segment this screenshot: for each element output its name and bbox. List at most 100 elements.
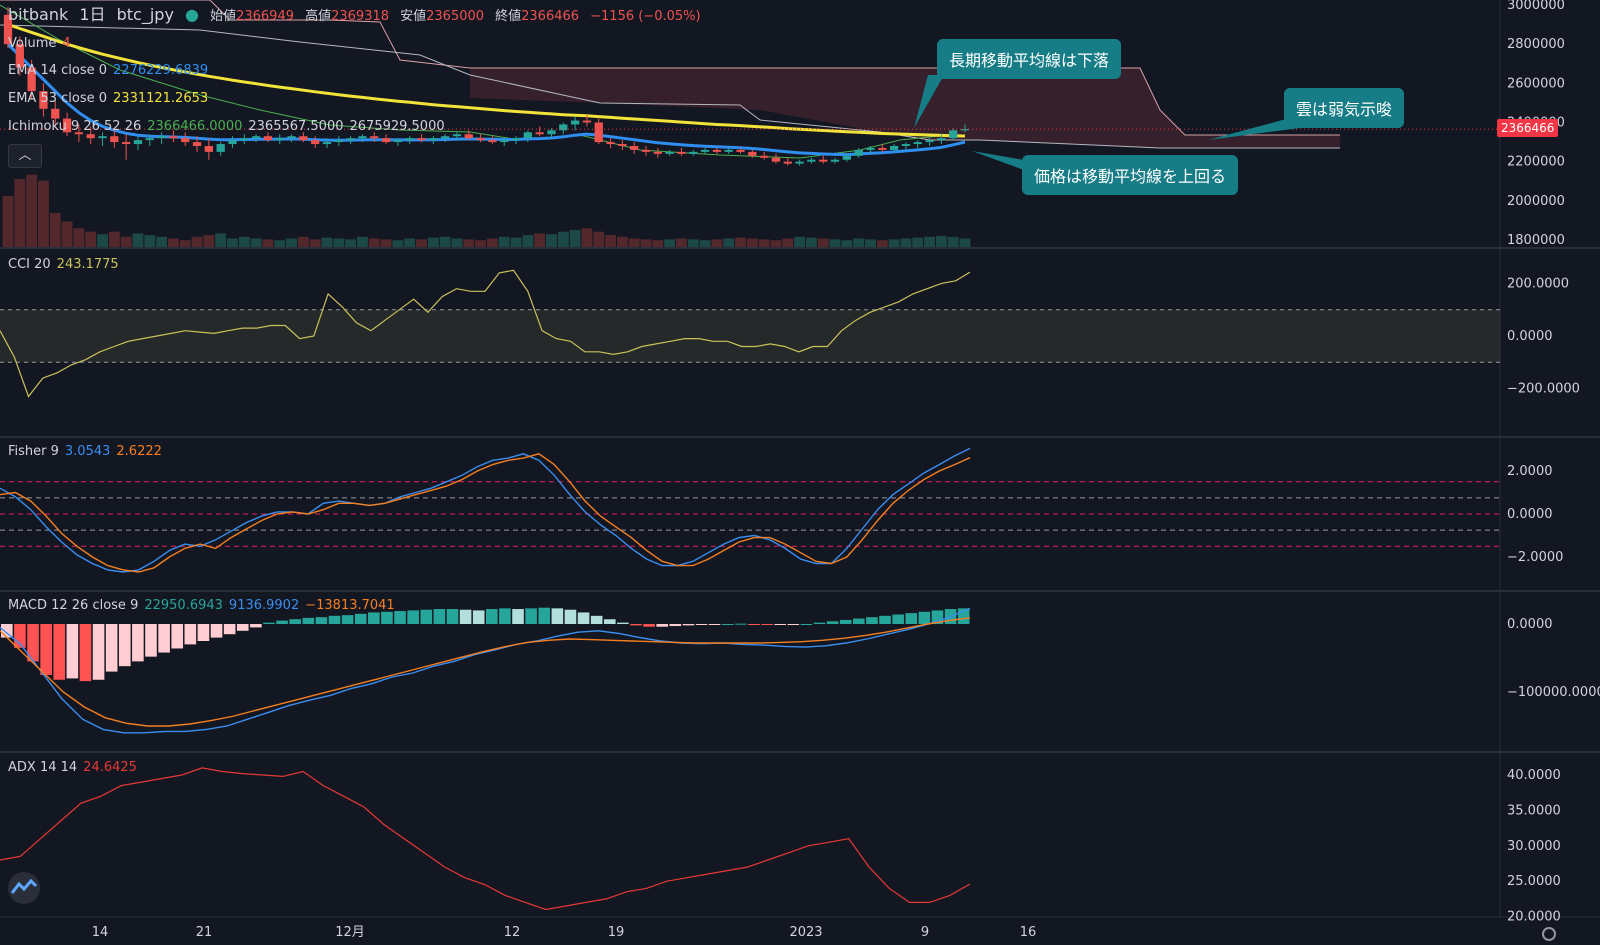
macd-histogram-bar <box>853 618 865 624</box>
candle-body <box>393 140 403 143</box>
time-tick-label: 9 <box>921 925 929 940</box>
macd-histogram-bar <box>276 620 288 624</box>
candle-body <box>736 149 745 152</box>
volume-bar <box>203 235 215 247</box>
macd-histogram-bar <box>223 624 236 635</box>
last-price-tag: 2366466 <box>1497 119 1559 137</box>
volume-bar <box>935 235 947 247</box>
macd-histogram-bar <box>486 609 498 624</box>
price-tick-label: 2600000 <box>1507 76 1565 91</box>
volume-label: Volume <box>8 36 57 51</box>
macd-signal-line <box>0 617 971 727</box>
ichimoku-legend[interactable]: Ichimoku 9 26 52 26 2366466.0000 2365567.5… <box>8 119 451 135</box>
macd-histogram-bar <box>315 617 328 624</box>
candle-body <box>429 138 438 141</box>
volume-bar <box>581 228 593 247</box>
ichimoku-v2: 2365567.5000 <box>248 119 344 134</box>
volume-bar <box>557 231 569 247</box>
candle-body <box>405 138 414 141</box>
adx-legend[interactable]: ADX 14 14 24.6425 <box>8 760 143 776</box>
macd-histogram-bar <box>813 622 826 624</box>
candle-body <box>547 130 556 135</box>
volume-bar <box>179 240 191 247</box>
adx-tick-label: 30.0000 <box>1507 839 1561 854</box>
fisher-tick-label: 2.0000 <box>1507 464 1553 479</box>
volume-bar <box>959 238 971 247</box>
ema53-legend[interactable]: EMA 53 close 0 2331121.2653 <box>8 91 214 107</box>
macd-histogram-bar <box>512 609 524 624</box>
interval-label[interactable]: 1日 <box>79 5 106 24</box>
pair-name[interactable]: btc_jpy <box>116 5 174 24</box>
candle-body <box>795 161 804 164</box>
candle-body <box>145 138 154 141</box>
macd-tick-label: −100000.0000 <box>1507 685 1600 700</box>
ichimoku-span-b <box>0 0 1340 136</box>
ema53-value: 2331121.2653 <box>113 91 209 106</box>
ema14-legend[interactable]: EMA 14 close 0 2276229.6839 <box>8 63 214 79</box>
macd-histogram-bar <box>289 619 301 624</box>
macd-legend[interactable]: MACD 12 26 close 9 22950.6943 9136.9902 −13… <box>8 598 401 614</box>
candle-body <box>358 136 367 139</box>
candle-body <box>500 140 509 143</box>
macd-histogram-bar <box>92 624 105 680</box>
volume-bar <box>605 235 616 247</box>
macd-label: MACD 12 26 close 9 <box>8 598 139 613</box>
volume-bar <box>900 238 912 247</box>
fisher-legend[interactable]: Fisher 9 3.0543 2.6222 <box>8 444 168 460</box>
cci-value: 243.1775 <box>56 257 119 272</box>
volume-bar <box>368 238 380 247</box>
volume-bar <box>475 240 486 247</box>
adx-tick-label: 35.0000 <box>1507 803 1561 818</box>
candle-body <box>842 155 851 160</box>
macd-histogram-bar <box>538 607 551 624</box>
macd-histogram-bar <box>866 617 878 624</box>
volume-bar <box>746 238 758 247</box>
volume-bar <box>947 236 959 247</box>
symbol-name[interactable]: bitbank <box>8 5 69 24</box>
candle-body <box>594 122 603 143</box>
annotation-price-above-ma[interactable]: 価格は移動平均線を上回る <box>1022 155 1239 195</box>
macd-histogram-bar <box>839 619 852 624</box>
volume-bar <box>924 236 935 247</box>
macd-histogram-bar <box>918 611 931 624</box>
macd-histogram-bar <box>721 624 734 625</box>
volume-bar <box>498 236 510 247</box>
volume-bar <box>758 239 770 247</box>
candle-body <box>913 142 922 145</box>
volume-bar <box>534 233 546 247</box>
macd-histogram-bar <box>735 623 747 625</box>
macd-histogram-bar <box>145 624 157 657</box>
volume-bar <box>380 239 392 247</box>
volume-bar <box>711 239 723 247</box>
ema53-line <box>7 23 966 138</box>
volume-bar <box>274 240 286 247</box>
volume-bar <box>735 237 746 247</box>
cci-tick-label: −200.0000 <box>1507 382 1580 397</box>
chevron-up-icon[interactable]: ︿ <box>8 144 42 168</box>
annotation-ma-decline[interactable]: 長期移動平均線は下落 <box>937 39 1122 79</box>
volume-bar <box>451 238 463 247</box>
ichimoku-v3: 2675929.5000 <box>349 119 445 134</box>
macd-histogram-bar <box>499 608 511 624</box>
volume-legend[interactable]: Volume 4 <box>8 36 77 52</box>
candle-body <box>169 136 178 139</box>
volume-bar <box>640 239 652 247</box>
macd-histogram-bar <box>171 624 184 649</box>
macd-histogram-bar <box>250 624 262 628</box>
volume-bar <box>782 238 794 247</box>
volume-bar <box>26 174 38 247</box>
macd-histogram-bar <box>341 615 354 624</box>
cci-legend[interactable]: CCI 20 243.1775 <box>8 257 125 273</box>
macd-histogram-bar <box>433 609 446 624</box>
candle-body <box>251 136 261 139</box>
macd-histogram-bar <box>617 622 629 624</box>
high-value: 2369318 <box>331 9 390 24</box>
volume-bar <box>723 238 735 247</box>
price-tick-label: 1800000 <box>1507 233 1565 248</box>
macd-histogram-bar <box>210 624 223 638</box>
annotation-cloud-bearish[interactable]: 雲は弱気示唆 <box>1284 88 1405 128</box>
time-tick-label: 12 <box>504 925 521 940</box>
candle-body <box>240 138 249 141</box>
volume-bar <box>309 239 321 247</box>
macd-histogram-bar <box>407 610 419 624</box>
